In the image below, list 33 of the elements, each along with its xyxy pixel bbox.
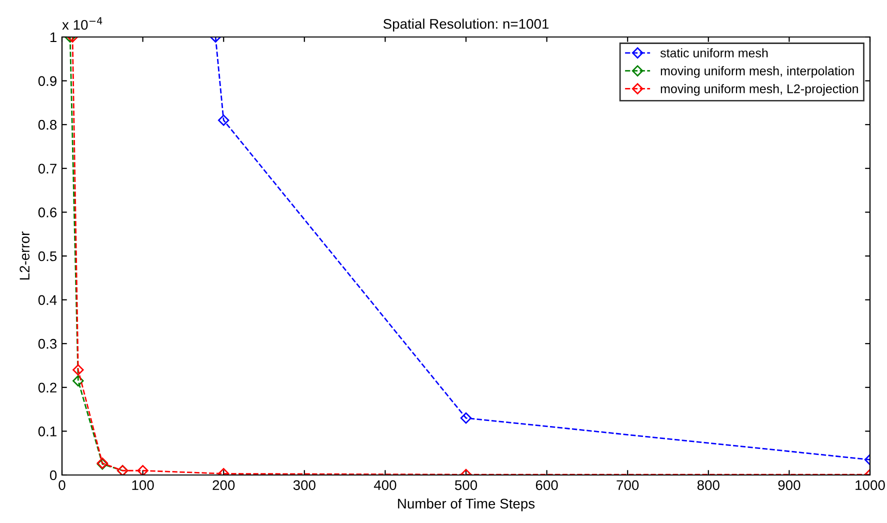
y-tick-label: 0 (50, 470, 57, 480)
y-tick-label: 1 (50, 32, 56, 42)
legend-label: moving uniform mesh, interpolation (660, 66, 854, 78)
x-tick-label: 100 (132, 480, 154, 490)
x-tick-label: 300 (293, 480, 316, 490)
y-tick-label: 0.6 (38, 208, 57, 218)
x-tick-label: 400 (374, 480, 396, 490)
point (72, 375, 84, 386)
y-tick-label: 0.9 (38, 76, 56, 86)
x-tick-label: 900 (778, 480, 800, 490)
y-tick-label: 0.1 (38, 426, 56, 436)
y-tick-label: 0.2 (38, 382, 56, 393)
x-tick-label: 500 (454, 480, 478, 490)
y-tick-label: 0.7 (38, 164, 56, 174)
y-axis-title: L2-error (20, 232, 30, 280)
y-tick-label: 0.3 (38, 338, 57, 349)
x-tick-label: 200 (212, 480, 235, 490)
x-axis-title: Number of Time Steps (398, 498, 535, 512)
x-tick-label: 0 (58, 480, 66, 490)
x-tick-label: 700 (616, 480, 639, 490)
text: x 10$^{−4}$ (62, 17, 102, 30)
legend-label: static uniform mesh (660, 48, 768, 58)
point (72, 364, 84, 376)
y-tick-label: 0.8 (38, 120, 57, 130)
y-tick-label: 0.4 (38, 295, 57, 305)
x-tick-label: 600 (536, 480, 558, 490)
x-tick-label: 1000 (856, 480, 885, 490)
legend-label: moving uniform mesh, L2-projection (660, 84, 858, 96)
point (137, 465, 148, 475)
point (460, 412, 472, 424)
x-tick-label: 800 (697, 480, 720, 490)
chart-title: Spatial Resolution: n=1001 (383, 18, 549, 32)
y-tick-label: 0.5 (38, 251, 57, 262)
